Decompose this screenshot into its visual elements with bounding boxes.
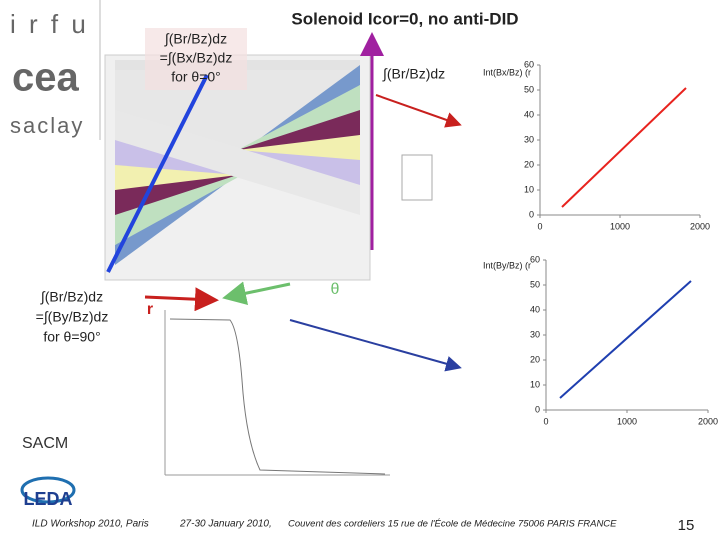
- logo-irfu: i r f u: [10, 9, 89, 39]
- annotation-box: [145, 28, 247, 90]
- y-tick-label: 30: [530, 329, 540, 339]
- x-tick-label: 1000: [617, 416, 637, 426]
- annotation-r: r: [147, 301, 153, 318]
- blue-line: [106, 74, 209, 273]
- y-tick-label: 50: [524, 84, 534, 94]
- footer-dates: 27-30 January 2010,: [179, 519, 272, 530]
- arrow-to-chart1: [375, 94, 462, 128]
- annotation: ∫(Br/Bz)dz: [382, 66, 445, 82]
- logo-leda: LEDA: [24, 489, 73, 509]
- y-tick-label: 30: [524, 134, 534, 144]
- y-tick-label: 20: [524, 159, 534, 169]
- annotation: for θ=0°: [171, 69, 221, 85]
- y-tick-label: 10: [524, 184, 534, 194]
- data-line: [559, 280, 692, 399]
- leda-swoosh: [20, 476, 76, 504]
- logo-cea: cea: [12, 56, 79, 100]
- data-line: [561, 87, 687, 208]
- x-tick-label: 0: [543, 416, 548, 426]
- arrow-to-chart2: [289, 319, 462, 372]
- surface-plot: [104, 54, 433, 281]
- y-tick-label: 40: [524, 109, 534, 119]
- annotation: for θ=90°: [43, 329, 100, 345]
- footer-event: ILD Workshop 2010, Paris: [32, 519, 149, 530]
- annotation: ∫(Br/Bz)dz: [164, 31, 227, 47]
- arrow-r: [144, 287, 219, 312]
- arrow-theta: [222, 281, 291, 306]
- page-number: 15: [678, 517, 695, 534]
- annotation: =∫(Bx/Bz)dz: [160, 50, 233, 66]
- y-tick-label: 40: [530, 304, 540, 314]
- y-tick-label: 10: [530, 379, 540, 389]
- x-tick-label: 2000: [690, 221, 710, 231]
- y-tick-label: 60: [524, 59, 534, 69]
- annotation: =∫(By/Bz)dz: [36, 309, 109, 325]
- chart-title: Int(Bx/Bz) (r: [483, 67, 531, 77]
- x-tick-label: 2000: [698, 416, 718, 426]
- y-tick-label: 0: [529, 209, 534, 219]
- y-tick-label: 60: [530, 254, 540, 264]
- x-tick-label: 0: [537, 221, 542, 231]
- footer-venue: Couvent des cordeliers 15 rue de l'École…: [288, 519, 617, 530]
- slide-title: Solenoid Icor=0, no anti-DID: [291, 9, 518, 28]
- y-tick-label: 50: [530, 279, 540, 289]
- y-tick-label: 0: [535, 404, 540, 414]
- annotation: ∫(Br/Bz)dz: [40, 289, 103, 305]
- y-tick-label: 20: [530, 354, 540, 364]
- x-tick-label: 1000: [610, 221, 630, 231]
- logo-saclay: saclay: [10, 113, 84, 138]
- profile-plot: [164, 310, 390, 476]
- chart-title: Int(By/Bz) (r: [483, 260, 531, 270]
- annotation-theta: θ: [331, 281, 340, 298]
- logo-sacm: SACM: [22, 435, 68, 452]
